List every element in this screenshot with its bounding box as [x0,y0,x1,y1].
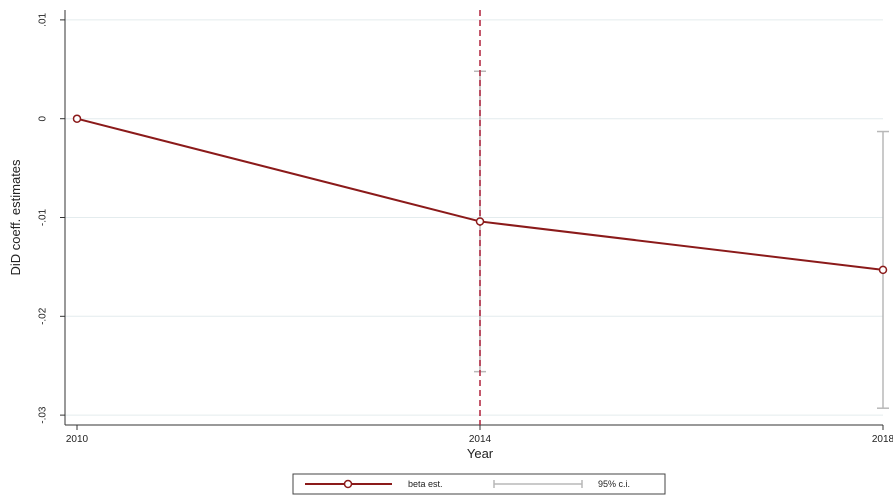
legend-box [292,473,666,495]
y-tick-label: -.02 [38,307,49,325]
x-tick-label: 2010 [66,434,89,445]
y-axis-ticks: .01 0 -.01 -.02 -.03 [38,12,65,424]
legend-label-beta: beta est. [408,479,443,489]
y-tick-label: .01 [38,12,49,26]
data-point [72,114,82,123]
legend: beta est. 95% c.i. [292,473,666,495]
confidence-intervals [474,70,889,409]
y-tick-label: -.03 [38,406,49,424]
y-tick-label: 0 [38,115,49,121]
y-axis-title: DiD coeff. estimates [8,159,23,276]
gridlines [65,19,883,416]
x-axis-ticks: 2010 2014 2018 [66,425,893,445]
x-axis-title: Year [467,446,494,461]
x-tick-label: 2014 [469,434,492,445]
data-point [475,217,485,226]
legend-label-ci: 95% c.i. [598,479,630,489]
data-point [878,265,888,275]
data-points [72,114,888,275]
x-tick-label: 2018 [872,434,893,445]
y-tick-label: -.01 [38,208,49,226]
legend-marker-beta [343,479,353,489]
